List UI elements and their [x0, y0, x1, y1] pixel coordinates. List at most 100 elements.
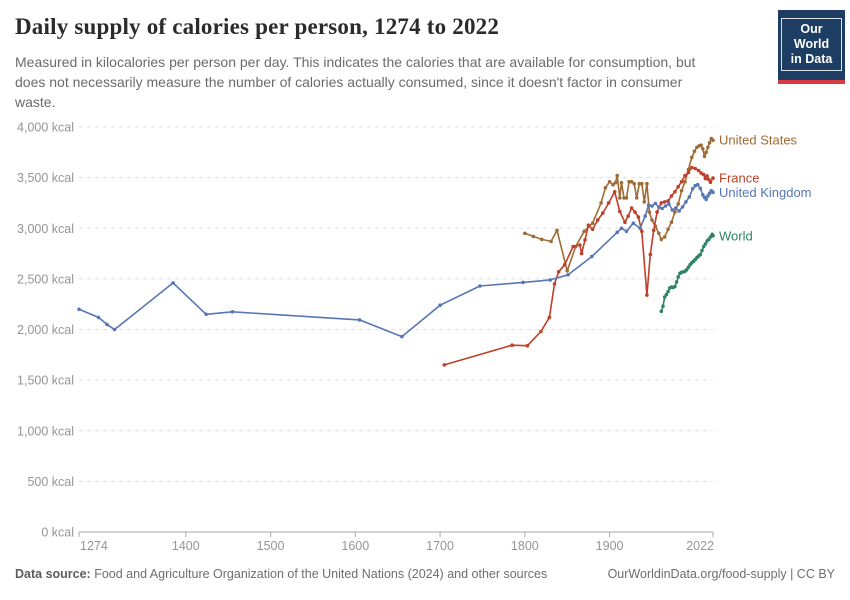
data-point	[578, 243, 582, 247]
data-point	[582, 229, 586, 234]
data-point	[552, 282, 557, 286]
data-point	[670, 208, 675, 212]
data-point	[525, 343, 530, 348]
data-point	[565, 269, 569, 273]
data-point	[707, 140, 712, 145]
data-point	[659, 309, 664, 314]
data-point	[648, 252, 653, 257]
data-point	[673, 284, 677, 289]
data-point	[700, 248, 704, 253]
data-point	[684, 200, 688, 204]
data-point	[699, 143, 703, 147]
data-point	[704, 150, 708, 155]
data-point	[539, 329, 543, 334]
data-point	[707, 177, 711, 182]
data-point	[698, 186, 703, 191]
data-source-text: Food and Agriculture Organization of the…	[90, 567, 548, 581]
data-point	[629, 179, 634, 184]
data-point	[676, 184, 680, 189]
series-united-states[interactable]	[523, 136, 715, 273]
data-point	[661, 304, 665, 309]
data-point	[579, 251, 584, 256]
series-lines	[77, 136, 715, 367]
series-france[interactable]	[442, 165, 715, 367]
data-point	[478, 284, 482, 288]
data-point	[664, 292, 669, 297]
data-point	[438, 303, 442, 308]
data-point	[619, 180, 624, 185]
data-point	[112, 327, 117, 332]
y-tick-label: 0 kcal	[41, 526, 74, 540]
data-point	[662, 235, 667, 239]
x-tick-label: 1400	[172, 539, 200, 553]
series-line[interactable]	[78, 183, 714, 338]
data-point	[663, 204, 668, 208]
data-point	[708, 180, 713, 184]
data-point	[666, 289, 670, 294]
data-source-label: Data source:	[15, 567, 91, 581]
data-point	[690, 187, 695, 191]
data-point	[622, 196, 626, 200]
y-tick-label: 2,000 kcal	[17, 323, 74, 337]
data-point	[618, 209, 622, 214]
data-point	[673, 210, 677, 214]
series-label-united-kingdom[interactable]: United Kingdom	[719, 185, 812, 200]
owid-logo-text: Our World in Data	[781, 18, 842, 71]
y-tick-label: 1,500 kcal	[17, 374, 74, 388]
data-point	[657, 205, 661, 209]
data-point	[540, 237, 544, 242]
x-tick-label: 1600	[341, 539, 369, 553]
y-tick-label: 3,000 kcal	[17, 222, 74, 236]
data-point	[619, 226, 624, 231]
y-tick-label: 500 kcal	[27, 475, 74, 489]
data-point	[547, 315, 552, 320]
data-point	[701, 244, 706, 249]
axes: 0 kcal 500 kcal 1,000 kcal 1,500 kcal 2,000 …	[17, 121, 714, 554]
data-point	[583, 238, 587, 242]
data-point	[612, 190, 617, 194]
series-label-united-states[interactable]: United States	[719, 133, 798, 148]
data-point	[674, 280, 679, 284]
data-point	[657, 231, 661, 236]
x-tick-label: 1700	[426, 539, 454, 553]
data-point	[695, 182, 700, 187]
data-point	[703, 242, 708, 246]
data-point	[531, 234, 536, 239]
data-point	[711, 176, 715, 180]
data-point	[706, 194, 710, 198]
data-point	[655, 210, 659, 214]
data-point	[590, 254, 594, 259]
data-point	[696, 168, 701, 173]
series-united-kingdom[interactable]	[77, 182, 715, 339]
series-label-world[interactable]: World	[719, 228, 753, 243]
data-point	[683, 179, 687, 184]
data-point	[666, 227, 670, 232]
data-point	[705, 174, 709, 178]
x-tick-label: 1800	[511, 539, 539, 553]
data-point	[711, 138, 715, 142]
data-point	[645, 181, 649, 186]
data-point	[510, 343, 514, 348]
data-point	[660, 206, 664, 211]
data-point	[693, 166, 697, 171]
data-point	[684, 268, 689, 272]
data-point	[96, 315, 101, 320]
data-point	[698, 252, 703, 257]
data-point	[683, 173, 687, 178]
owid-logo[interactable]: Our World in Data	[778, 10, 845, 84]
data-point	[673, 206, 678, 210]
data-point	[636, 215, 641, 219]
data-point	[555, 228, 559, 233]
data-point	[634, 196, 639, 200]
data-point	[627, 179, 631, 184]
data-point	[650, 218, 654, 222]
data-point	[562, 262, 567, 267]
x-tick-label: 2022	[686, 539, 714, 553]
data-point	[556, 270, 561, 274]
series-label-france[interactable]: France	[719, 171, 759, 186]
owid-url-link[interactable]: OurWorldinData.org/food-supply | CC BY	[607, 567, 835, 581]
data-point	[680, 205, 685, 209]
series-world[interactable]	[659, 232, 715, 314]
